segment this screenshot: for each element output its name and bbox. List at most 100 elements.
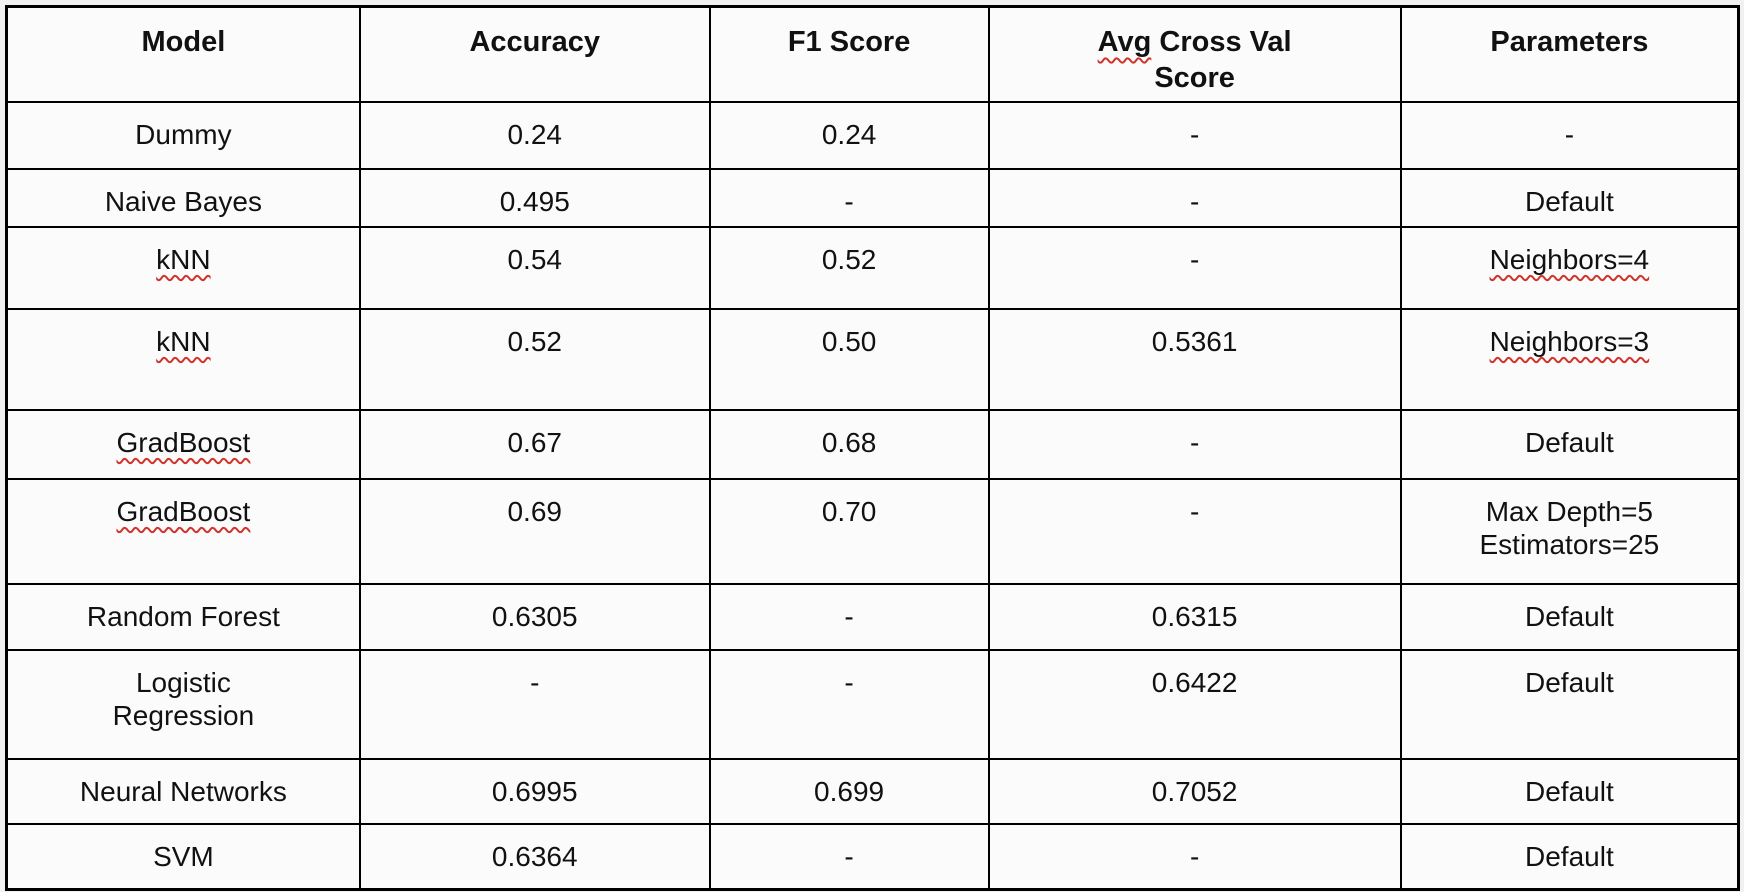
- spellcheck-flagged-text: Neighbors=3: [1489, 325, 1650, 357]
- cell-text: -: [1189, 118, 1200, 150]
- cell-model: Naive Bayes: [5, 167, 361, 228]
- cell-accuracy: -: [358, 648, 711, 760]
- cell-accuracy: 0.495: [358, 167, 711, 228]
- spellcheck-flagged-text: Neighbors=4: [1489, 243, 1650, 275]
- spellcheck-flagged-text: kNN: [156, 325, 211, 357]
- cell-text: Dummy: [135, 118, 232, 150]
- table-row: GradBoost 0.69 0.70 - Max Depth=5 Estimators…: [5, 477, 1740, 585]
- cell-model: GradBoost: [5, 408, 361, 480]
- column-header-avg-cross-val-score: Avg Cross Val Score: [987, 5, 1402, 103]
- cell-avg-cross-val-score: -: [987, 477, 1402, 585]
- table-row: Neural Networks 0.6995 0.699 0.7052 Default: [5, 757, 1740, 825]
- cell-text: 0.54: [507, 243, 562, 275]
- cell-text: 0.6305: [491, 600, 578, 632]
- table-row: Logistic Regression - - 0.6422 Default: [5, 648, 1740, 760]
- cell-model: SVM: [5, 822, 361, 891]
- cell-text: -: [1564, 118, 1575, 150]
- cell-accuracy: 0.6364: [358, 822, 711, 891]
- table-row: Random Forest 0.6305 - 0.6315 Default: [5, 582, 1740, 651]
- cell-text: Random Forest: [86, 600, 280, 632]
- column-header-model: Model: [5, 5, 361, 103]
- cell-text: 0.6422: [1151, 666, 1238, 698]
- cell-text: Default: [1525, 185, 1614, 217]
- cell-text: 0.6995: [491, 775, 578, 807]
- cell-f1-score: 0.52: [708, 225, 990, 310]
- cell-text: 0.67: [507, 426, 562, 458]
- cell-text: Accuracy: [469, 26, 601, 58]
- cell-f1-score: 0.699: [708, 757, 990, 825]
- cell-text: 0.495: [499, 185, 570, 217]
- table-body: Dummy 0.24 0.24 - - Naive Bayes 0.495 - - Default…: [5, 100, 1740, 891]
- cell-parameters: Default: [1399, 822, 1740, 891]
- cell-avg-cross-val-score: -: [987, 822, 1402, 891]
- cell-f1-score: -: [708, 648, 990, 760]
- cell-text: -: [1189, 243, 1200, 275]
- header-row: Model Accuracy F1 Score Avg Cross Val Score…: [5, 5, 1740, 103]
- cell-text: Model: [141, 26, 226, 58]
- cell-text: F1 Score: [787, 26, 911, 58]
- cell-text: -: [844, 666, 854, 698]
- spellcheck-flagged-text: Avg: [1097, 26, 1152, 58]
- cell-text: 0.68: [821, 426, 877, 458]
- cell-f1-score: -: [708, 582, 990, 651]
- cell-accuracy: 0.52: [358, 307, 711, 411]
- cell-text: -: [1189, 185, 1200, 217]
- cell-parameters: Default: [1399, 408, 1740, 480]
- table-row: kNN 0.52 0.50 0.5361 Neighbors=3: [5, 307, 1740, 411]
- cell-text: 0.70: [821, 495, 877, 527]
- cell-text: -: [1189, 840, 1200, 872]
- cell-avg-cross-val-score: -: [987, 100, 1402, 170]
- cell-text: 0.50: [821, 325, 877, 357]
- cell-avg-cross-val-score: -: [987, 225, 1402, 310]
- spellcheck-flagged-text: GradBoost: [116, 495, 251, 527]
- cell-parameters: Neighbors=3: [1399, 307, 1740, 411]
- cell-text: 0.699: [814, 775, 885, 807]
- cell-avg-cross-val-score: 0.6315: [987, 582, 1402, 651]
- cell-text: -: [844, 185, 854, 217]
- cell-text: -: [844, 840, 854, 872]
- cell-text: 0.52: [507, 325, 562, 357]
- cell-text: 0.6364: [491, 840, 578, 872]
- cell-f1-score: -: [708, 167, 990, 228]
- cell-text: Default: [1525, 600, 1614, 632]
- table-row: Naive Bayes 0.495 - - Default: [5, 167, 1740, 228]
- cell-accuracy: 0.69: [358, 477, 711, 585]
- cell-f1-score: 0.70: [708, 477, 990, 585]
- cell-text: -: [1189, 426, 1200, 458]
- cell-f1-score: 0.68: [708, 408, 990, 480]
- spellcheck-flagged-text: kNN: [156, 243, 211, 275]
- cell-model: Logistic Regression: [5, 648, 361, 760]
- column-header-parameters: Parameters: [1399, 5, 1740, 103]
- cell-text: 0.6315: [1151, 600, 1238, 632]
- cell-model: GradBoost: [5, 477, 361, 585]
- cell-model: Dummy: [5, 100, 361, 170]
- table-row: Dummy 0.24 0.24 - -: [5, 100, 1740, 170]
- cell-avg-cross-val-score: -: [987, 408, 1402, 480]
- cell-text: Naive Bayes: [104, 185, 262, 217]
- cell-parameters: Default: [1399, 757, 1740, 825]
- cell-text: 0.7052: [1151, 775, 1238, 807]
- cell-text: Logistic Regression: [112, 666, 255, 732]
- cell-text: Default: [1525, 426, 1614, 458]
- column-header-f1-score: F1 Score: [708, 5, 990, 103]
- cell-text: -: [1189, 495, 1200, 527]
- table-row: kNN 0.54 0.52 - Neighbors=4: [5, 225, 1740, 310]
- cell-text: 0.69: [507, 495, 562, 527]
- cell-parameters: Max Depth=5 Estimators=25: [1399, 477, 1740, 585]
- cell-model: kNN: [5, 225, 361, 310]
- cell-text: Max Depth=5 Estimators=25: [1479, 495, 1660, 561]
- cell-parameters: -: [1399, 100, 1740, 170]
- cell-avg-cross-val-score: 0.5361: [987, 307, 1402, 411]
- cell-model: Neural Networks: [5, 757, 361, 825]
- cell-accuracy: 0.24: [358, 100, 711, 170]
- cell-f1-score: 0.24: [708, 100, 990, 170]
- cell-accuracy: 0.6305: [358, 582, 711, 651]
- cell-text: Neural Networks: [79, 775, 287, 807]
- cell-text: SVM: [153, 840, 214, 872]
- cell-text: Default: [1525, 775, 1614, 807]
- cell-text: Cross Val Score: [1154, 26, 1292, 95]
- cell-model: Random Forest: [5, 582, 361, 651]
- cell-model: kNN: [5, 307, 361, 411]
